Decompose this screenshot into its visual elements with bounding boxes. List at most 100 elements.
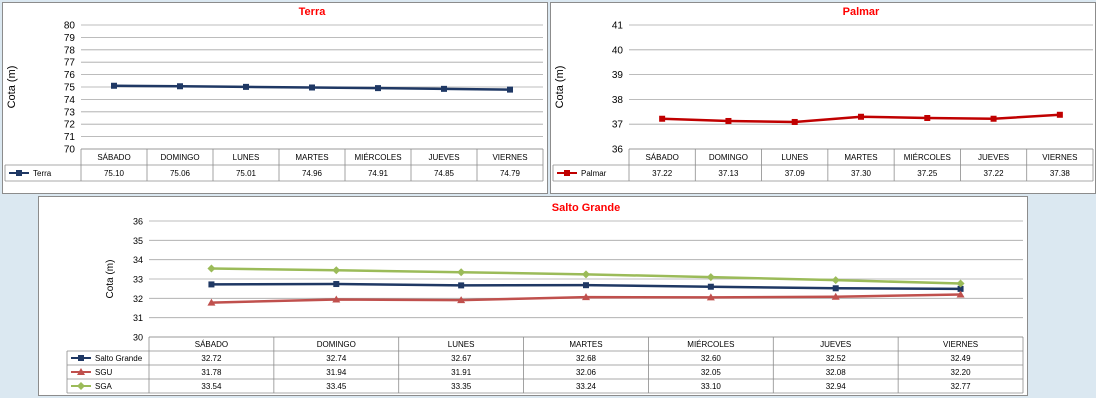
salto-grande-sgu-point xyxy=(207,298,216,306)
salto-grande-x-tick-label: MIÉRCOLES xyxy=(687,340,734,349)
palmar-x-tick-label: DOMINGO xyxy=(709,153,748,162)
salto-grande-x-tick-label: DOMINGO xyxy=(317,340,356,349)
salto-grande-sga-data-label: 32.77 xyxy=(951,382,972,391)
salto-grande-sga-data-label: 33.10 xyxy=(701,382,722,391)
terra-x-tick-label: SÁBADO xyxy=(97,153,130,162)
salto-grande-x-tick-label: VIERNES xyxy=(943,340,978,349)
terra-terra-point xyxy=(507,86,513,93)
salto-grande-y-axis-label: Cota (m) xyxy=(105,260,116,299)
terra-terra-point xyxy=(441,85,447,92)
palmar-palmar-point xyxy=(659,115,666,122)
palmar-y-tick-label: 36 xyxy=(612,145,624,156)
terra-x-tick-label: LUNES xyxy=(233,153,260,162)
salto-grande-sgu-point xyxy=(457,296,466,304)
salto-grande-salto-grande-legend-label: Salto Grande xyxy=(95,354,143,363)
palmar-palmar-data-label: 37.38 xyxy=(1050,169,1071,178)
salto-grande-sgu-data-label: 32.06 xyxy=(576,368,597,377)
palmar-chart-panel: Palmar 36 37 38 39 40 41 Cota (m) SÁBADO DOMINGO L… xyxy=(550,2,1096,194)
terra-terra-point xyxy=(375,85,381,92)
terra-y-tick-label: 80 xyxy=(64,21,76,32)
palmar-palmar-point xyxy=(924,115,931,121)
salto-grande-salto-grande-point xyxy=(832,285,839,292)
terra-y-tick-label: 76 xyxy=(64,70,76,81)
palmar-palmar-point xyxy=(725,117,732,124)
terra-terra-data-label: 75.06 xyxy=(170,169,191,178)
terra-terra-data-label: 74.79 xyxy=(500,169,521,178)
palmar-x-tick-label: JUEVES xyxy=(978,153,1009,162)
salto-grande-sgu-data-label: 31.91 xyxy=(451,368,472,377)
palmar-palmar-point xyxy=(990,115,997,122)
terra-terra-data-label: 74.96 xyxy=(302,169,323,178)
salto-grande-sga-point xyxy=(332,266,341,275)
salto-grande-sga-data-label: 33.24 xyxy=(576,382,597,391)
terra-y-tick-label: 70 xyxy=(64,145,76,156)
terra-y-tick-label: 77 xyxy=(64,58,76,69)
salto-grande-salto-grande-data-label: 32.52 xyxy=(826,354,847,363)
salto-grande-salto-grande-data-label: 32.67 xyxy=(451,354,472,363)
terra-y-tick-label: 78 xyxy=(64,45,76,56)
salto-grande-sga-data-label: 33.35 xyxy=(451,382,472,391)
salto-grande-sga-point xyxy=(582,270,590,279)
salto-grande-salto-grande-point xyxy=(333,281,340,288)
salto-grande-salto-grande-legend-marker xyxy=(78,355,84,361)
terra-x-tick-label: DOMINGO xyxy=(160,153,199,162)
salto-grande-x-tick-label: JUEVES xyxy=(820,340,851,349)
salto-grande-salto-grande-data-label: 32.49 xyxy=(951,354,972,363)
palmar-x-tick-label: MIÉRCOLES xyxy=(904,153,951,162)
salto-grande-sgu-point xyxy=(706,293,715,301)
salto-grande-sga-legend-marker xyxy=(77,382,85,390)
salto-grande-y-tick-label: 30 xyxy=(133,333,143,343)
terra-chart-panel: Terra 70 71 72 73 74 75 76 77 78 79 80 Cota (m) SÁBAD… xyxy=(2,2,548,194)
salto-grande-x-tick-label: LUNES xyxy=(448,340,475,349)
palmar-palmar-data-label: 37.13 xyxy=(718,169,739,178)
terra-terra-point xyxy=(243,83,249,90)
terra-x-tick-label: MARTES xyxy=(295,153,328,162)
salto-grande-chart-panel: Salto Grande 30 31 32 33 34 35 36 Cota (m) SÁBADO… xyxy=(38,196,1028,396)
palmar-palmar-data-label: 37.30 xyxy=(851,169,872,178)
palmar-y-tick-label: 40 xyxy=(612,45,624,56)
palmar-x-tick-label: SÁBADO xyxy=(645,153,678,162)
salto-grande-y-tick-label: 32 xyxy=(133,294,143,304)
palmar-palmar-data-label: 37.22 xyxy=(652,169,673,178)
salto-grande-y-tick-label: 31 xyxy=(133,313,143,323)
salto-grande-salto-grande-data-label: 32.72 xyxy=(201,354,222,363)
terra-terra-legend-marker xyxy=(16,170,22,176)
salto-grande-y-tick-label: 35 xyxy=(133,236,143,246)
salto-grande-sgu-point xyxy=(332,295,341,303)
palmar-y-axis-label: Cota (m) xyxy=(554,66,566,109)
palmar-palmar-point xyxy=(858,113,864,120)
salto-grande-salto-grande-point xyxy=(583,282,589,289)
salto-grande-salto-grande-point xyxy=(458,282,465,289)
salto-grande-x-tick-label: SÁBADO xyxy=(195,340,228,349)
terra-y-axis-label: Cota (m) xyxy=(6,66,18,109)
terra-x-tick-label: MIÉRCOLES xyxy=(354,153,401,162)
palmar-palmar-legend-marker xyxy=(564,170,570,176)
palmar-y-tick-label: 37 xyxy=(612,120,624,131)
salto-grande-x-tick-label: MARTES xyxy=(569,340,602,349)
terra-y-tick-label: 71 xyxy=(64,132,76,143)
palmar-title: Palmar xyxy=(843,6,880,18)
terra-y-tick-label: 75 xyxy=(64,83,76,94)
salto-grande-y-tick-label: 36 xyxy=(133,217,143,227)
terra-title: Terra xyxy=(299,6,327,18)
terra-y-tick-label: 73 xyxy=(64,107,76,118)
salto-grande-sga-point xyxy=(457,268,466,277)
salto-grande-sga-point xyxy=(831,276,840,285)
palmar-palmar-data-label: 37.22 xyxy=(984,169,1005,178)
salto-grande-sga-data-label: 32.94 xyxy=(826,382,847,391)
terra-y-tick-label: 74 xyxy=(64,95,76,106)
terra-terra-data-label: 74.91 xyxy=(368,169,389,178)
salto-grande-salto-grande-point xyxy=(208,281,215,288)
terra-terra-point xyxy=(177,83,183,90)
terra-x-tick-label: JUEVES xyxy=(428,153,459,162)
salto-grande-sga-data-label: 33.45 xyxy=(326,382,347,391)
salto-grande-sgu-point xyxy=(831,292,840,300)
terra-y-tick-label: 79 xyxy=(64,33,76,44)
salto-grande-y-tick-label: 33 xyxy=(133,275,143,285)
salto-grande-sgu-point xyxy=(956,290,965,298)
palmar-palmar-data-label: 37.25 xyxy=(917,169,938,178)
palmar-x-tick-label: MARTES xyxy=(844,153,877,162)
palmar-palmar-point xyxy=(791,118,798,125)
salto-grande-sga-point xyxy=(207,264,216,273)
